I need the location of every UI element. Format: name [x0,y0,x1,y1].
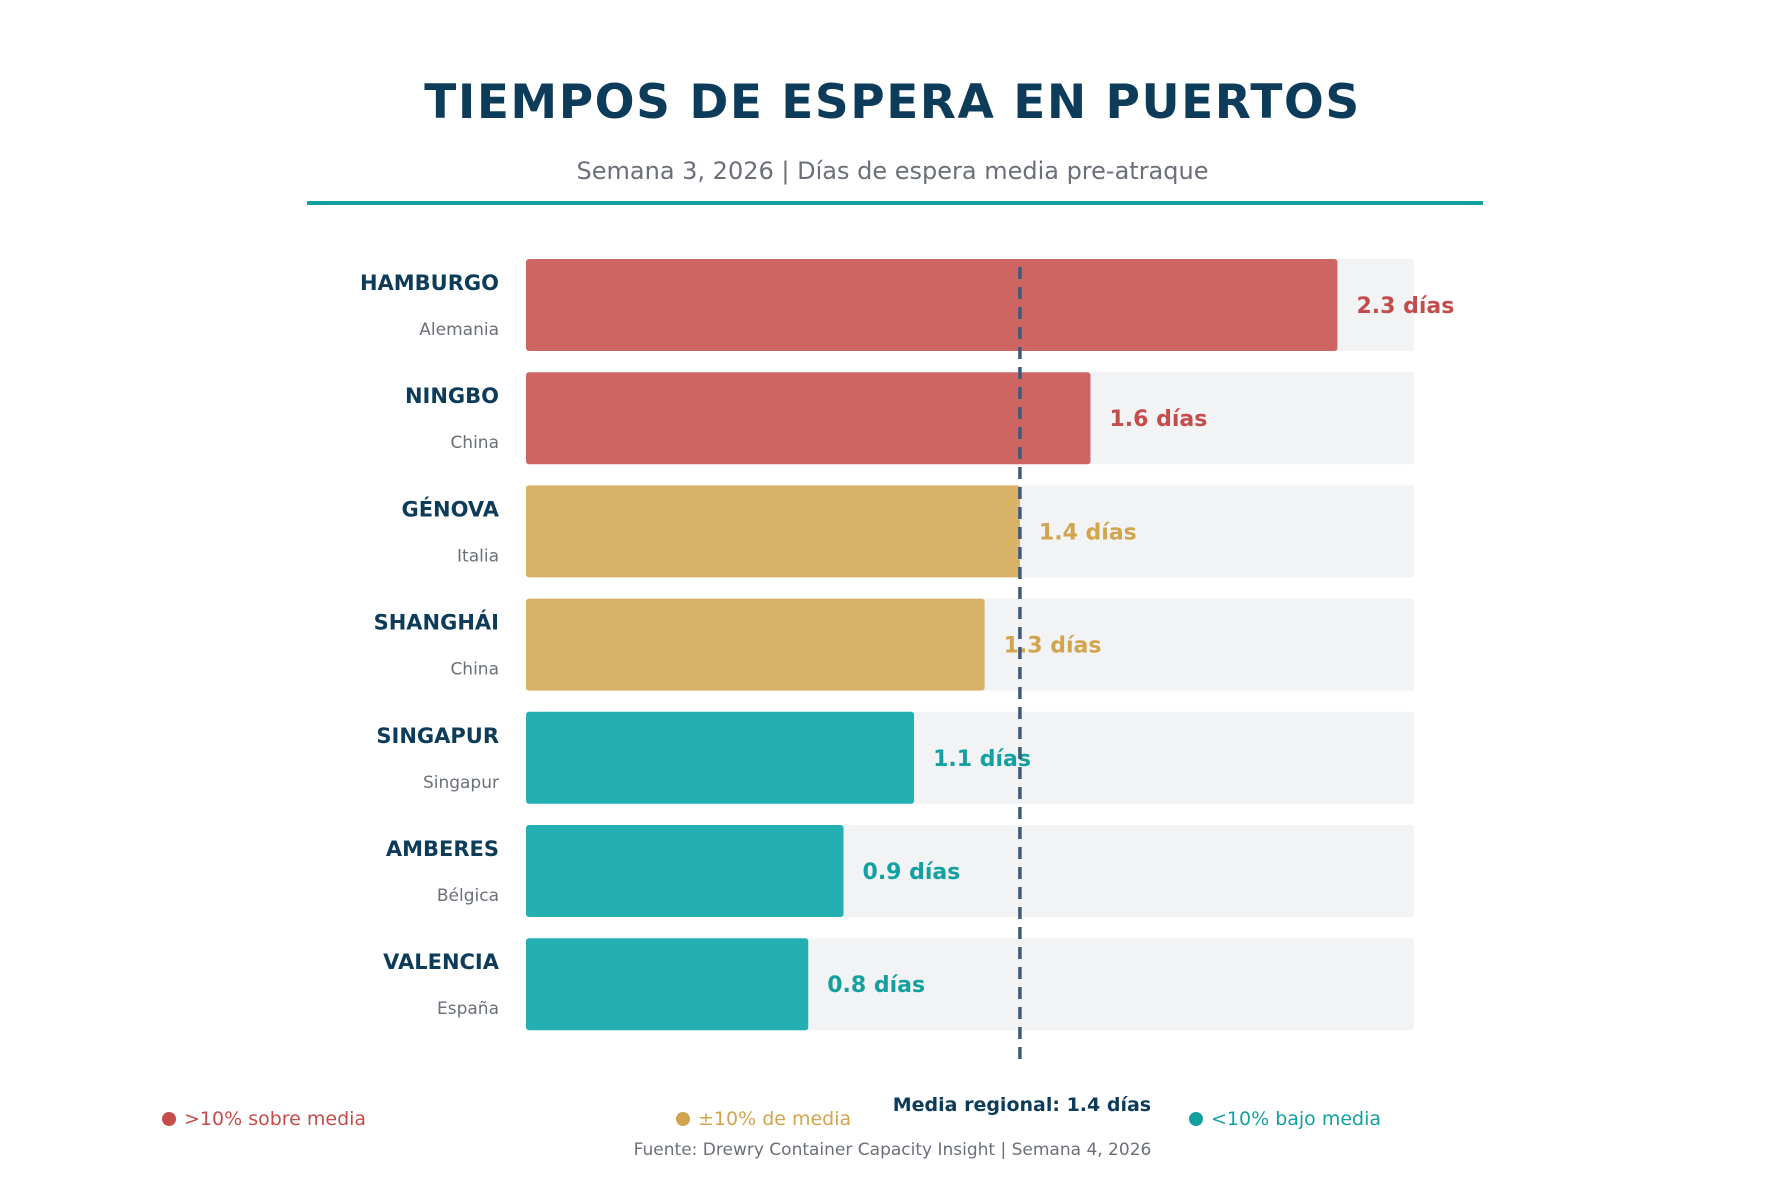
value-label-amberes: 0.9 días [863,860,961,885]
bar-génova [526,485,1020,578]
mean-label: Media regional: 1.4 días [893,1094,1151,1116]
bar-valencia [526,938,809,1031]
port-country-ningbo: China [450,433,499,453]
title-divider [307,201,1483,205]
legend-label-around: ±10% de media [698,1108,852,1130]
bar-singapur [526,711,915,804]
legend-dot-around [676,1112,690,1126]
value-label-valencia: 0.8 días [827,973,925,998]
legend-item-below: <10% bajo media [1189,1108,1381,1130]
source-note: Fuente: Drewry Container Capacity Insigh… [633,1140,1152,1160]
bar-shanghái [526,598,985,691]
chart-subtitle: Semana 3, 2026 | Días de espera media pr… [576,157,1209,185]
value-label-génova: 1.4 días [1039,520,1137,545]
bar-ningbo [526,372,1091,465]
port-name-valencia: VALENCIA [383,950,500,974]
port-country-singapur: Singapur [423,773,499,793]
bar-amberes [526,825,844,917]
port-country-génova: Italia [457,546,499,566]
legend-label-below: <10% bajo media [1211,1108,1382,1130]
port-country-valencia: España [437,999,499,1019]
legend-item-around: ±10% de media [676,1108,851,1130]
chart-title: TIEMPOS DE ESPERA EN PUERTOS [424,75,1361,130]
port-name-génova: GÉNOVA [401,496,499,521]
legend-item-above: >10% sobre media [162,1108,366,1130]
port-name-shanghái: SHANGHÁI [374,610,499,635]
legend-dot-below [1189,1112,1203,1126]
value-label-singapur: 1.1 días [933,747,1031,772]
port-name-amberes: AMBERES [386,837,499,861]
port-country-amberes: Bélgica [437,886,499,906]
legend-dot-above [162,1112,176,1126]
value-label-hamburgo: 2.3 días [1356,294,1454,319]
port-name-singapur: SINGAPUR [376,724,499,748]
bar-hamburgo [526,259,1338,351]
value-label-ningbo: 1.6 días [1109,407,1207,432]
port-country-shanghái: China [450,660,499,680]
legend-label-above: >10% sobre media [184,1108,367,1130]
port-name-ningbo: NINGBO [405,384,499,408]
port-name-hamburgo: HAMBURGO [360,271,499,295]
port-country-hamburgo: Alemania [419,320,499,340]
